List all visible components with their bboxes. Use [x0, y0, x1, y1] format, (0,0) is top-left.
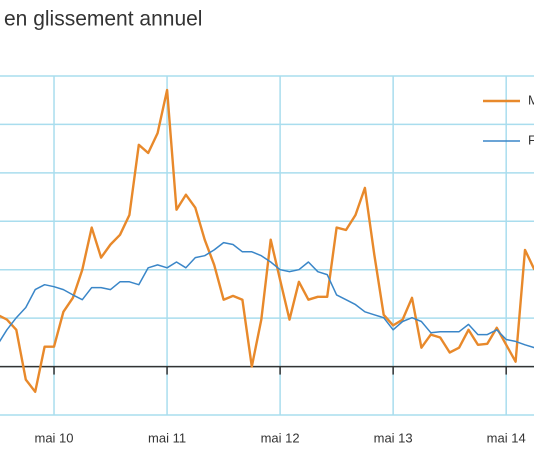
- x-tick-label: mai 12: [261, 430, 300, 445]
- series-line: [0, 88, 534, 393]
- series-line: [0, 241, 534, 349]
- chart-title: en glissement annuel: [4, 8, 202, 31]
- x-tick-label: mai 13: [374, 430, 413, 445]
- legend-label: F: [528, 132, 534, 147]
- x-tick-label: mai 14: [487, 430, 526, 445]
- x-tick-label: mai 10: [35, 430, 74, 445]
- x-tick-label: mai 11: [148, 430, 186, 445]
- legend-label: M: [528, 92, 534, 107]
